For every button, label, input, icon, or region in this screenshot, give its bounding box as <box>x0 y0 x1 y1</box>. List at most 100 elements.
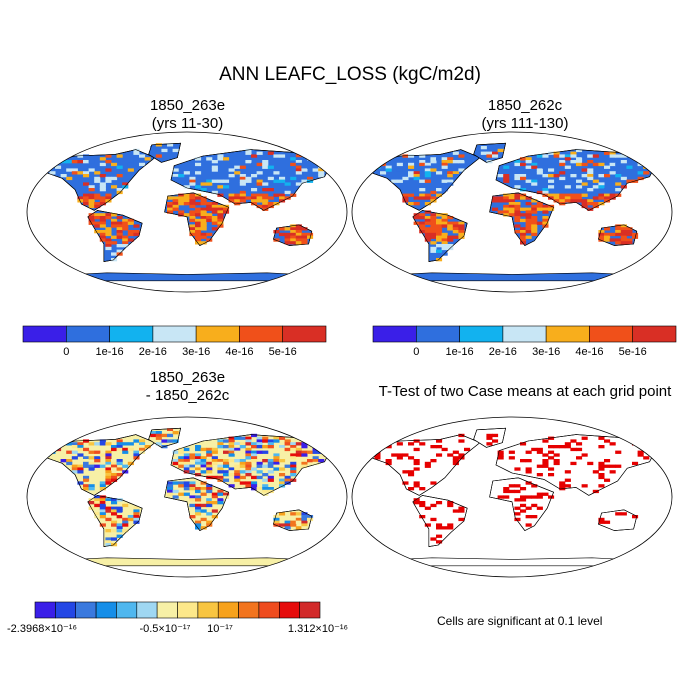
grid-cell <box>648 165 655 169</box>
grid-cell <box>105 529 112 533</box>
grid-cell <box>615 174 622 178</box>
grid-cell <box>290 157 297 161</box>
grid-cell <box>116 439 123 443</box>
grid-cell <box>430 459 437 463</box>
grid-cell <box>122 238 129 242</box>
grid-cell <box>223 495 230 499</box>
grid-cell <box>525 157 532 161</box>
panel-title-line1: 1850_263e <box>149 369 226 386</box>
grid-cell <box>245 450 252 454</box>
grid-cell <box>217 218 224 223</box>
grid-cell <box>195 467 202 471</box>
grid-cell <box>55 165 62 169</box>
grid-cell <box>525 179 532 183</box>
grid-cell <box>262 204 269 209</box>
grid-cell <box>307 232 314 237</box>
grid-cell <box>486 151 493 155</box>
grid-cell <box>464 447 471 452</box>
grid-cell <box>150 148 157 153</box>
grid-cell <box>267 459 274 463</box>
grid-cell <box>66 176 73 181</box>
grid-cell <box>553 459 560 463</box>
grid-cell <box>447 171 454 175</box>
grid-cell <box>559 160 566 164</box>
grid-cell <box>536 447 543 452</box>
grid-cell <box>542 439 549 443</box>
grid-cell <box>256 193 263 197</box>
map-border <box>351 131 673 293</box>
grid-cell <box>548 174 555 178</box>
grid-cell <box>284 526 291 530</box>
grid-cell <box>71 467 78 471</box>
grid-cell <box>189 179 196 183</box>
grid-cell <box>262 199 269 203</box>
grid-cell <box>206 204 213 209</box>
grid-cell <box>430 199 437 203</box>
grid-cell <box>267 470 274 474</box>
panel-title-line2: - 1850_262c <box>145 387 230 404</box>
grid-cell <box>195 218 202 223</box>
grid-cell <box>245 456 252 460</box>
grid-cell <box>234 199 241 203</box>
grid-cell <box>570 461 577 466</box>
grid-cell <box>116 249 123 253</box>
grid-cell <box>604 520 611 524</box>
grid-cell <box>301 168 308 172</box>
grid-cell <box>536 190 543 195</box>
grid-cell <box>458 453 465 457</box>
grid-cell <box>217 498 224 502</box>
grid-cell <box>570 154 577 158</box>
grid-cell <box>195 162 202 167</box>
grid-cell <box>206 179 213 183</box>
grid-cell <box>167 431 174 435</box>
grid-cell <box>211 439 218 443</box>
grid-cell <box>195 520 202 524</box>
grid-cell <box>161 433 168 438</box>
grid-cell <box>94 204 101 209</box>
grid-cell <box>458 232 465 237</box>
grid-cell <box>99 235 106 239</box>
grid-cell <box>200 481 207 485</box>
grid-cell <box>195 487 202 491</box>
grid-cell <box>525 218 532 223</box>
grid-cell <box>172 439 179 443</box>
grid-cell <box>441 221 448 225</box>
grid-cell <box>94 171 101 175</box>
grid-cell <box>234 447 241 452</box>
grid-cell <box>116 459 123 463</box>
grid-cell <box>127 238 134 242</box>
grid-cell <box>402 176 409 181</box>
grid-cell <box>99 196 106 200</box>
grid-cell <box>301 165 308 169</box>
grid-cell <box>99 202 106 206</box>
grid-cell <box>514 512 521 516</box>
grid-cell <box>284 447 291 452</box>
grid-cell <box>267 165 274 169</box>
grid-cell <box>94 176 101 181</box>
grid-cell <box>587 202 594 206</box>
grid-cell <box>94 442 101 446</box>
grid-cell <box>424 165 431 169</box>
coastline-southamerica <box>87 495 143 547</box>
grid-cell <box>189 232 196 237</box>
grid-cell <box>189 464 196 468</box>
grid-cell <box>267 202 274 206</box>
grid-cell <box>178 199 185 203</box>
grid-cell <box>144 445 151 449</box>
grid-cell <box>497 456 504 460</box>
grid-cell <box>559 196 566 200</box>
grid-cell <box>598 461 605 466</box>
grid-cell <box>436 193 443 197</box>
grid-cell <box>83 475 90 480</box>
grid-cell <box>408 487 415 491</box>
grid-cell <box>279 232 286 237</box>
grid-cell <box>183 456 190 460</box>
grid-cell <box>553 193 560 197</box>
grid-cell <box>262 157 269 161</box>
grid-cell <box>183 193 190 197</box>
grid-cell <box>295 160 302 164</box>
grid-cell <box>548 185 555 189</box>
grid-cell <box>211 202 218 206</box>
grid-cell <box>413 501 420 505</box>
grid-cell <box>200 235 207 239</box>
